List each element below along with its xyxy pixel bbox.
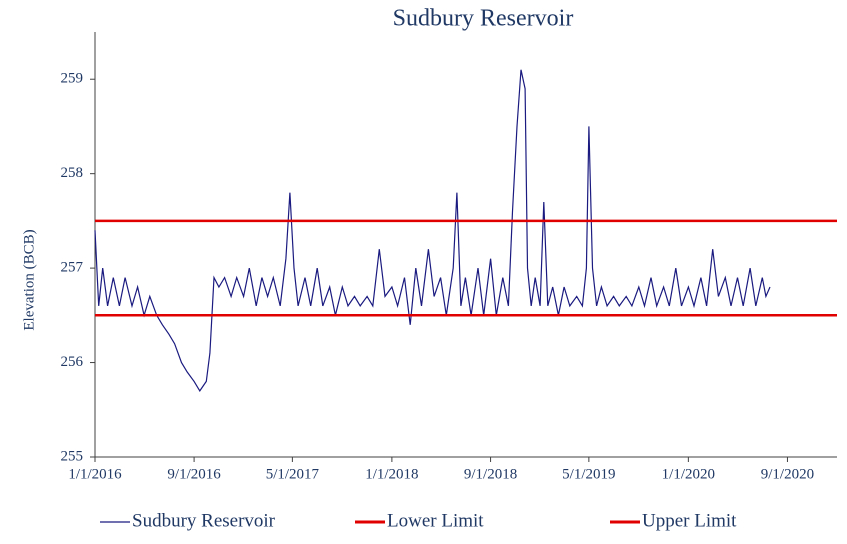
series-line	[94, 69, 771, 393]
x-tick-label: 5/1/2019	[562, 466, 615, 482]
x-tick-label: 1/1/2018	[365, 466, 418, 482]
y-tick-label: 255	[61, 448, 84, 464]
y-tick-label: 257	[61, 260, 84, 276]
x-tick-label: 9/1/2016	[167, 466, 221, 482]
y-tick-label: 256	[61, 354, 84, 370]
legend-label: Lower Limit	[387, 510, 484, 531]
y-tick-label: 259	[61, 71, 84, 87]
legend-label: Sudbury Reservoir	[132, 510, 276, 531]
x-tick-label: 9/1/2020	[761, 466, 814, 482]
x-tick-label: 1/1/2020	[662, 466, 715, 482]
x-tick-label: 9/1/2018	[464, 466, 517, 482]
x-tick-label: 1/1/2016	[68, 466, 122, 482]
legend-label: Upper Limit	[642, 510, 737, 531]
chart-title: Sudbury Reservoir	[393, 6, 574, 32]
y-tick-label: 258	[61, 165, 84, 181]
x-tick-label: 5/1/2017	[266, 466, 320, 482]
y-axis-label: Elevation (BCB)	[21, 229, 37, 330]
